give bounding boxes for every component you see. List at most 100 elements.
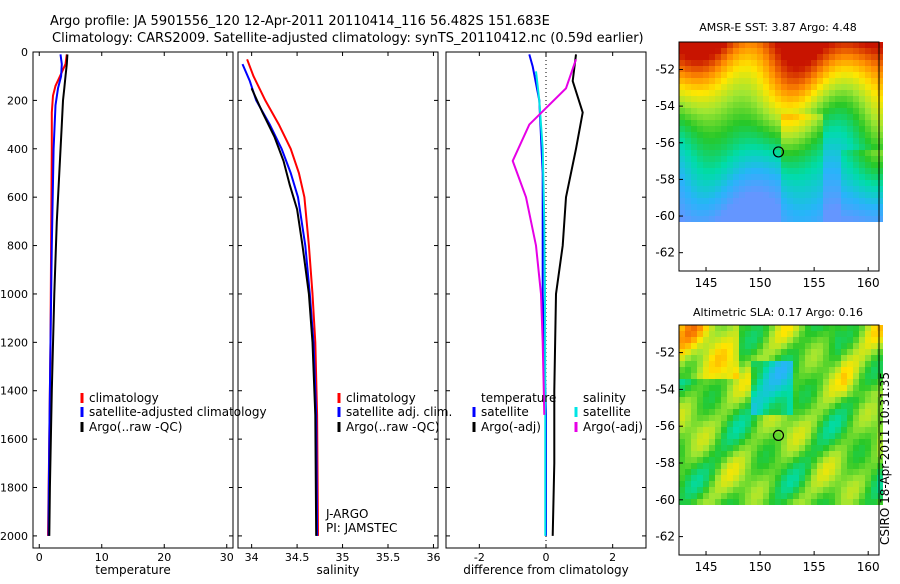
heatmap-cell <box>853 331 859 337</box>
heatmap-cell <box>733 174 739 180</box>
heatmap-cell <box>697 463 703 469</box>
x-tick-label: 20 <box>157 551 171 564</box>
heatmap-cell <box>745 349 751 355</box>
heatmap-cell <box>823 180 829 186</box>
heatmap-cell <box>841 204 847 210</box>
heatmap-cell <box>703 343 709 349</box>
heatmap-cell <box>823 144 829 150</box>
heatmap-cell <box>841 60 847 66</box>
heatmap-cell <box>691 373 697 379</box>
heatmap-cell <box>685 415 691 421</box>
heatmap-cell <box>757 433 763 439</box>
heatmap-cell <box>799 343 805 349</box>
heatmap-cell <box>793 150 799 156</box>
heatmap-cell <box>715 132 721 138</box>
heatmap-cell <box>763 403 769 409</box>
heatmap-cell <box>865 451 871 457</box>
heatmap-cell <box>811 493 817 499</box>
heatmap-cell <box>721 168 727 174</box>
heatmap-cell <box>703 409 709 415</box>
heatmap-cell <box>709 475 715 481</box>
heatmap-cell <box>703 433 709 439</box>
heatmap-cell <box>697 385 703 391</box>
heatmap-cell <box>877 439 883 445</box>
heatmap-cell <box>691 379 697 385</box>
heatmap-cell <box>709 132 715 138</box>
heatmap-cell <box>745 162 751 168</box>
heatmap-cell <box>763 409 769 415</box>
heatmap-cell <box>709 367 715 373</box>
heatmap-cell <box>811 499 817 505</box>
heatmap-cell <box>757 445 763 451</box>
legend-entry: Argo(..raw -QC) <box>89 420 182 434</box>
heatmap-cell <box>775 174 781 180</box>
heatmap-cell <box>739 150 745 156</box>
y-tick-label: 2000 <box>0 530 28 543</box>
heatmap-cell <box>709 481 715 487</box>
heatmap-cell <box>859 325 865 331</box>
heatmap-cell <box>697 499 703 505</box>
heatmap-cell <box>781 78 787 84</box>
heatmap-cell <box>757 325 763 331</box>
heatmap-cell <box>781 96 787 102</box>
heatmap-cell <box>709 192 715 198</box>
heatmap-cell <box>811 48 817 54</box>
heatmap-cell <box>853 138 859 144</box>
heatmap-cell <box>829 90 835 96</box>
heatmap-cell <box>793 174 799 180</box>
heatmap-cell <box>811 367 817 373</box>
heatmap-cell <box>853 361 859 367</box>
heatmap-cell <box>721 409 727 415</box>
heatmap-cell <box>709 78 715 84</box>
heatmap-cell <box>805 451 811 457</box>
map-x-tick-label: 145 <box>695 276 718 290</box>
heatmap-cell <box>787 138 793 144</box>
heatmap-cell <box>763 180 769 186</box>
heatmap-cell <box>685 216 691 222</box>
heatmap-cell <box>871 391 877 397</box>
heatmap-cell <box>715 72 721 78</box>
heatmap-cell <box>823 469 829 475</box>
heatmap-cell <box>721 439 727 445</box>
heatmap-cell <box>811 132 817 138</box>
heatmap-cell <box>781 186 787 192</box>
heatmap-cell <box>745 385 751 391</box>
heatmap-cell <box>715 481 721 487</box>
heatmap-cell <box>733 114 739 120</box>
heatmap-cell <box>733 216 739 222</box>
heatmap-cell <box>835 78 841 84</box>
heatmap-cell <box>697 325 703 331</box>
heatmap-cell <box>865 198 871 204</box>
heatmap-cell <box>739 210 745 216</box>
heatmap-cell <box>745 445 751 451</box>
heatmap-cell <box>751 337 757 343</box>
heatmap-cell <box>733 48 739 54</box>
heatmap-cell <box>835 138 841 144</box>
heatmap-cell <box>871 421 877 427</box>
heatmap-cell <box>691 481 697 487</box>
heatmap-cell <box>823 84 829 90</box>
heatmap-cell <box>787 204 793 210</box>
heatmap-cell <box>835 72 841 78</box>
heatmap-cell <box>835 421 841 427</box>
heatmap-cell <box>685 156 691 162</box>
heatmap-cell <box>745 343 751 349</box>
heatmap-cell <box>703 150 709 156</box>
heatmap-cell <box>787 427 793 433</box>
heatmap-cell <box>805 361 811 367</box>
heatmap-cell <box>871 349 877 355</box>
heatmap-cell <box>835 66 841 72</box>
heatmap-cell <box>787 156 793 162</box>
heatmap-cell <box>793 457 799 463</box>
heatmap-cell <box>685 168 691 174</box>
heatmap-cell <box>799 361 805 367</box>
heatmap-cell <box>847 433 853 439</box>
heatmap-cell <box>847 150 853 156</box>
heatmap-cell <box>757 439 763 445</box>
heatmap-cell <box>829 349 835 355</box>
heatmap-cell <box>835 180 841 186</box>
heatmap-cell <box>715 349 721 355</box>
heatmap-cell <box>859 48 865 54</box>
heatmap-cell <box>709 445 715 451</box>
heatmap-cell <box>805 78 811 84</box>
